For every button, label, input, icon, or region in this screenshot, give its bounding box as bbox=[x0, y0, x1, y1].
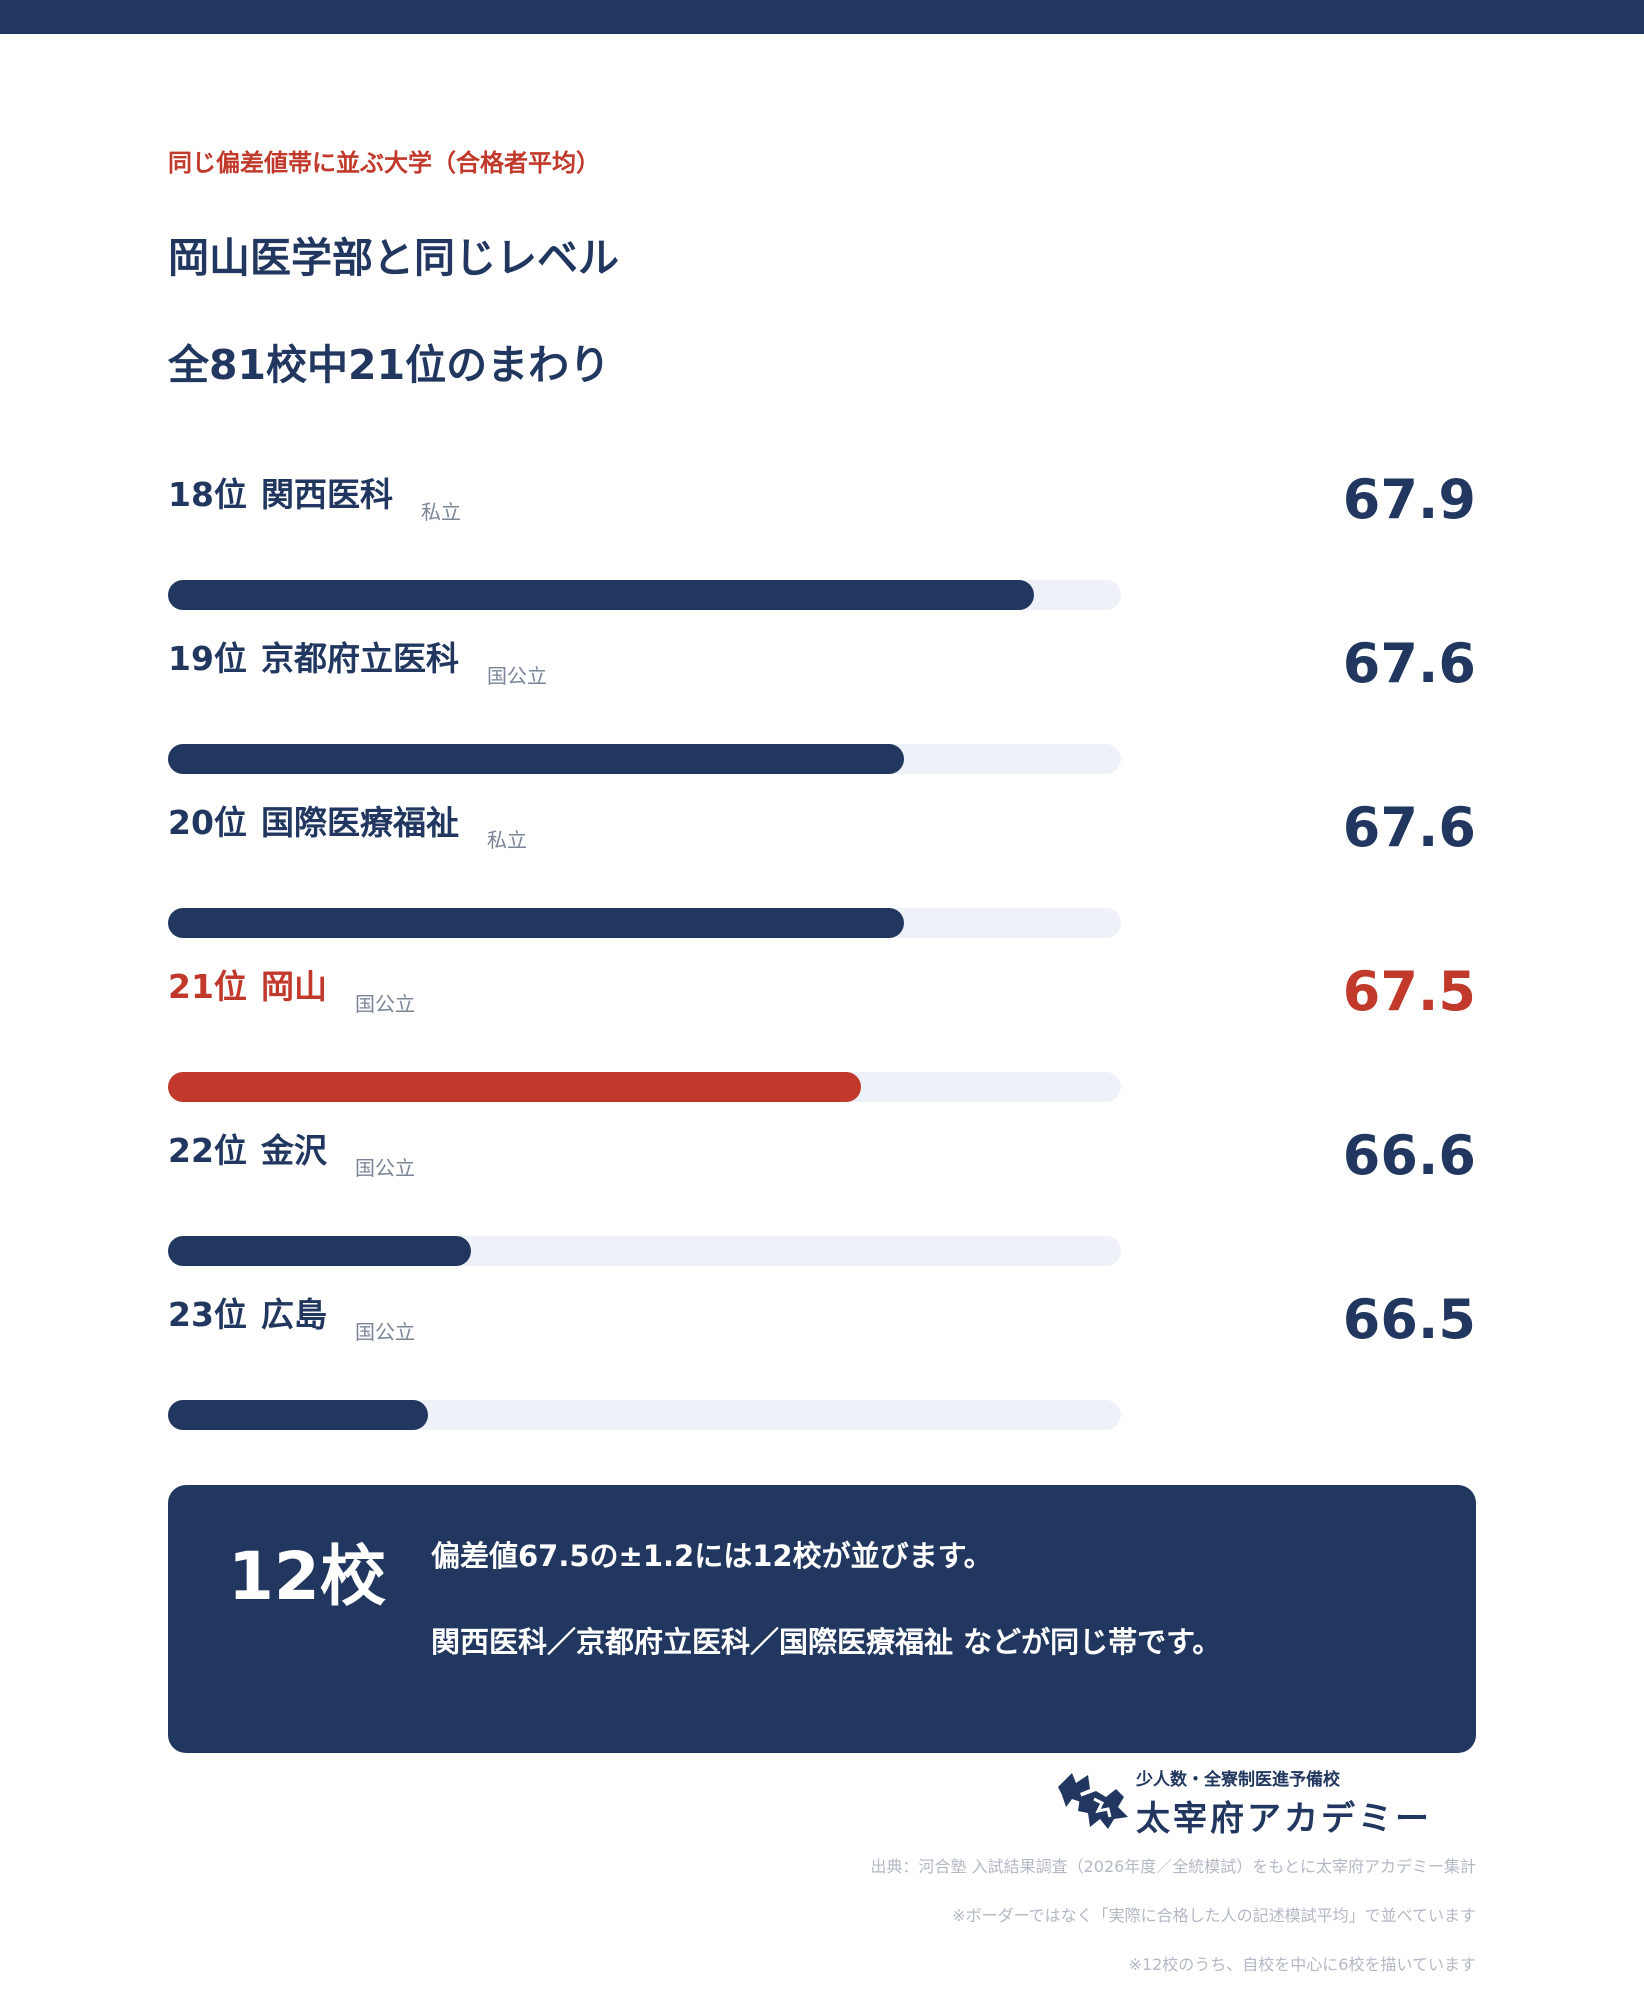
bar-track bbox=[168, 1400, 1121, 1430]
bar-fill bbox=[168, 1400, 428, 1430]
row-rank-label: 20位 国際医療福祉 bbox=[168, 803, 459, 843]
summary-line-2: 関西医科／京都府立医科／国際医療福祉 などが同じ帯です。 bbox=[431, 1625, 1222, 1659]
bar-track bbox=[168, 908, 1121, 938]
rank-number: 20位 bbox=[168, 803, 247, 842]
summary-box: 12校 偏差値67.5の±1.2には12校が並びます。 関西医科／京都府立医科／… bbox=[168, 1485, 1476, 1753]
rank-number: 18位 bbox=[168, 475, 247, 514]
university-name: 広島 bbox=[260, 1295, 327, 1334]
university-type: 私立 bbox=[487, 828, 527, 852]
university-type: 国公立 bbox=[355, 992, 415, 1016]
bar-fill bbox=[168, 580, 1034, 610]
chart-row: 19位 京都府立医科国公立 67.6 bbox=[168, 634, 1476, 799]
bar-track bbox=[168, 1072, 1121, 1102]
row-rank-label: 18位 関西医科 bbox=[168, 475, 393, 515]
scope-note: ※12校のうち、自校を中心に6校を描いています bbox=[1128, 1955, 1476, 1974]
bar-fill bbox=[168, 1072, 861, 1102]
university-type: 国公立 bbox=[355, 1320, 415, 1344]
summary-line-1: 偏差値67.5の±1.2には12校が並びます。 bbox=[431, 1539, 993, 1573]
bar-track bbox=[168, 580, 1121, 610]
logo-tagline: 少人数・全寮制医進予備校 bbox=[1136, 1770, 1340, 1790]
chart-row: 22位 金沢国公立 66.6 bbox=[168, 1126, 1476, 1291]
university-name: 国際医療福祉 bbox=[260, 803, 459, 842]
rank-number: 21位 bbox=[168, 967, 247, 1006]
value-label: 66.5 bbox=[1342, 1288, 1476, 1351]
value-label: 67.6 bbox=[1342, 632, 1476, 695]
row-rank-label: 22位 金沢 bbox=[168, 1131, 327, 1171]
university-type: 私立 bbox=[421, 500, 461, 524]
logo-brand-name: 太宰府アカデミー bbox=[1136, 1799, 1432, 1839]
value-label: 66.6 bbox=[1342, 1124, 1476, 1187]
page-subtitle: 全81校中21位のまわり bbox=[168, 341, 611, 389]
method-note: ※ボーダーではなく「実際に合格した人の記述模試平均」で並べています bbox=[952, 1906, 1476, 1925]
bar-fill bbox=[168, 744, 904, 774]
rank-number: 23位 bbox=[168, 1295, 247, 1334]
chart-row: 23位 広島国公立 66.5 bbox=[168, 1290, 1476, 1455]
university-name: 関西医科 bbox=[260, 475, 393, 514]
university-type: 国公立 bbox=[355, 1156, 415, 1180]
top-accent-bar bbox=[0, 0, 1644, 34]
brand-logo: 少人数・全寮制医進予備校 太宰府アカデミー bbox=[1050, 1765, 1478, 1839]
bar-fill bbox=[168, 1236, 471, 1266]
summary-count: 12校 bbox=[228, 1538, 386, 1615]
academy-logo-icon bbox=[1058, 1773, 1128, 1829]
bar-track bbox=[168, 744, 1121, 774]
university-type: 国公立 bbox=[487, 664, 547, 688]
rank-number: 19位 bbox=[168, 639, 247, 678]
chart-row: 18位 関西医科私立 67.9 bbox=[168, 470, 1476, 635]
page-title: 岡山医学部と同じレベル bbox=[168, 234, 619, 282]
row-rank-label: 19位 京都府立医科 bbox=[168, 639, 459, 679]
row-rank-label: 23位 広島 bbox=[168, 1295, 327, 1335]
university-name: 金沢 bbox=[260, 1131, 327, 1170]
value-label: 67.9 bbox=[1342, 468, 1476, 531]
value-label: 67.6 bbox=[1342, 796, 1476, 859]
university-name: 岡山 bbox=[260, 967, 327, 1006]
bar-track bbox=[168, 1236, 1121, 1266]
value-label: 67.5 bbox=[1342, 960, 1476, 1023]
chart-row: 21位 岡山国公立 67.5 bbox=[168, 962, 1476, 1127]
chart-row: 20位 国際医療福祉私立 67.6 bbox=[168, 798, 1476, 963]
university-name: 京都府立医科 bbox=[260, 639, 459, 678]
row-rank-label: 21位 岡山 bbox=[168, 967, 327, 1007]
source-note: 出典：河合塾 入試結果調査（2026年度／全統模試）をもとに太宰府アカデミー集計 bbox=[870, 1857, 1477, 1876]
bar-fill bbox=[168, 908, 904, 938]
rank-number: 22位 bbox=[168, 1131, 247, 1170]
section-eyebrow: 同じ偏差値帯に並ぶ大学（合格者平均） bbox=[168, 149, 600, 177]
